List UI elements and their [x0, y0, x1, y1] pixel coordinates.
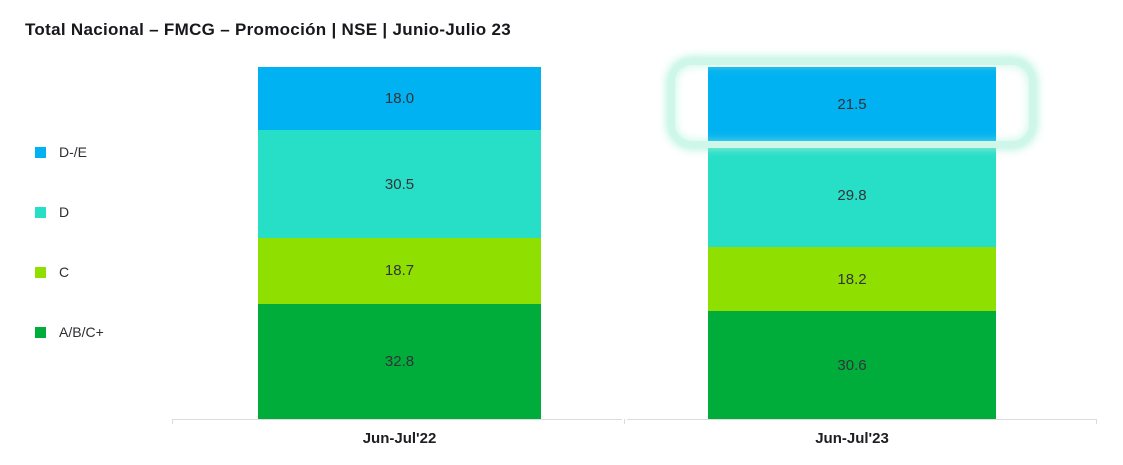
- legend-color-swatch: [35, 266, 46, 278]
- bar-segment: 32.8: [258, 303, 541, 419]
- legend: D-/E D C A/B/C+: [35, 144, 104, 340]
- category-label-1: Jun-Jul'22: [362, 430, 437, 447]
- x-axis-tick: [172, 419, 173, 424]
- legend-item-label: D-/E: [59, 144, 87, 160]
- bar-segment: 18.2: [708, 247, 996, 312]
- legend-color-swatch: [35, 146, 46, 158]
- legend-item: A/B/C+: [35, 324, 104, 340]
- legend-item: C: [35, 264, 104, 280]
- legend-color-swatch: [35, 206, 46, 218]
- segment-value-label: 32.8: [384, 352, 415, 370]
- legend-item-label: A/B/C+: [59, 324, 104, 340]
- legend-item: D: [35, 204, 104, 220]
- bar-jun-jul-22: 18.0 30.5 18.7 32.8: [258, 67, 541, 419]
- segment-value-label: 30.6: [837, 356, 867, 374]
- x-axis-tick: [624, 419, 625, 424]
- segment-value-label: 21.5: [837, 96, 867, 114]
- legend-color-swatch: [35, 326, 46, 338]
- x-axis-tick: [1096, 419, 1097, 424]
- bar-segment: 30.6: [708, 311, 996, 420]
- bar-segment: 29.8: [708, 142, 996, 248]
- bar-segment: 21.5: [668, 58, 1036, 148]
- page-title: Total Nacional – FMCG – Promoción | NSE …: [25, 20, 512, 39]
- legend-item: D-/E: [35, 144, 104, 160]
- legend-item-label: D: [59, 204, 70, 220]
- bar-jun-jul-23: 21.5 29.8 18.2 30.6: [668, 58, 1036, 420]
- segment-value-label: 29.8: [837, 186, 867, 204]
- bar-segment: 30.5: [258, 130, 541, 238]
- bar-segment: 18.0: [258, 67, 541, 131]
- x-axis-line-right: [627, 419, 1097, 420]
- x-axis-line-left: [172, 419, 622, 420]
- category-label-2: Jun-Jul'23: [815, 430, 889, 447]
- legend-item-label: C: [59, 264, 70, 280]
- segment-value-label: 18.7: [384, 262, 415, 280]
- segment-value-label: 18.2: [837, 270, 867, 288]
- segment-value-label: 30.5: [384, 175, 415, 193]
- bar-segment: 18.7: [258, 237, 541, 304]
- segment-value-label: 18.0: [384, 90, 415, 108]
